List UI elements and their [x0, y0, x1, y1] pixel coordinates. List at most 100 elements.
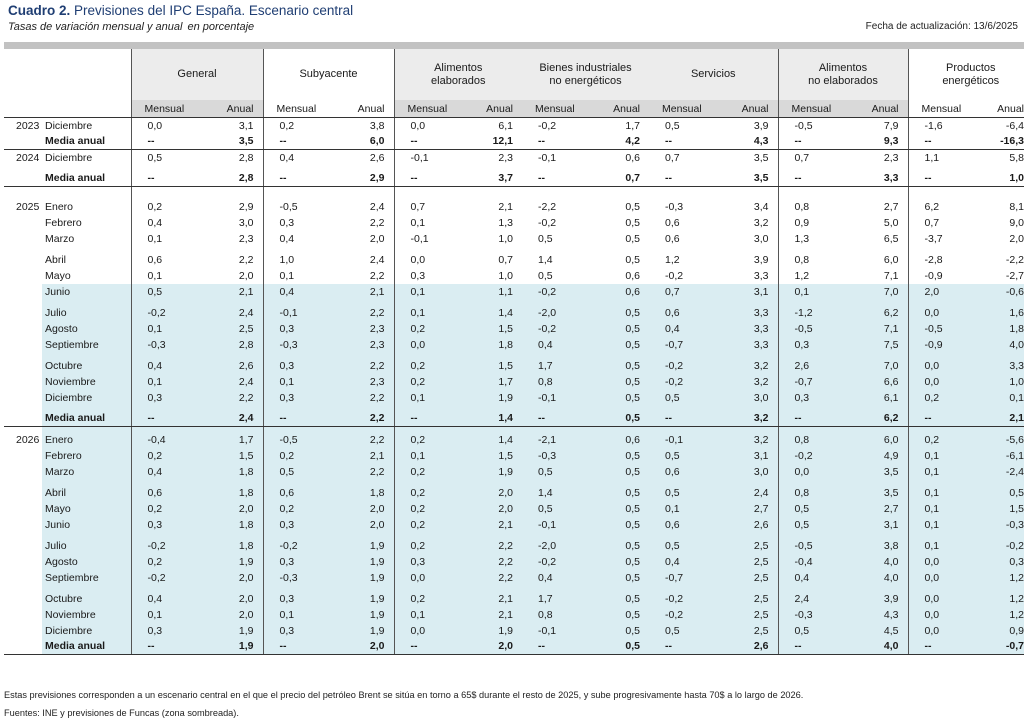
monthly-value-cell: --	[393, 410, 460, 427]
annual-value-cell: 2,0	[331, 638, 394, 655]
year-cell	[4, 484, 42, 501]
monthly-value-cell: 0,3	[393, 553, 460, 570]
year-cell	[4, 590, 42, 607]
annual-value-cell: 2,1	[498, 200, 513, 213]
annual-value-cell: 3,1	[238, 119, 254, 132]
monthly-value-cell: 0,1	[130, 320, 199, 337]
annual-value-cell: 0,3	[972, 553, 1024, 570]
annual-value-cell: 2,0	[460, 638, 522, 655]
year-cell	[4, 463, 42, 480]
annual-value-cell: 2,5	[716, 569, 778, 586]
monthly-value-cell: 0,8	[777, 431, 846, 448]
monthly-value-cell: 0,7	[777, 149, 846, 166]
period-cell: Marzo	[42, 463, 131, 480]
annual-value-cell: 2,2	[238, 253, 254, 266]
spacer-row	[4, 426, 1024, 432]
footnote: Estas previsiones corresponden a un esce…	[4, 690, 804, 700]
annual-value-cell: 3,3	[716, 336, 778, 353]
monthly-value-cell: 0,4	[649, 553, 716, 570]
table-row: Marzo 0,4 1,8 0,5 2,2 0,2 1,9 0,5 0,5 0,6 3,0 0,0 3,…	[4, 463, 1024, 480]
table-row: Agosto 0,2 1,9 0,3 1,9 0,3 2,2 -0,2 0,5 0,4 2,5 -0,…	[4, 553, 1024, 570]
year-cell	[4, 373, 42, 390]
group-header-line: Bienes industriales	[539, 61, 632, 74]
monthly-value-cell: 0,5	[538, 269, 553, 282]
annual-value-cell: 2,8	[199, 170, 263, 187]
annual-value-cell: -2,2	[1005, 253, 1024, 266]
annual-value-cell: 2,1	[972, 410, 1024, 427]
annual-value-cell: 2,0	[199, 569, 263, 586]
annual-value-cell: 6,5	[883, 232, 899, 245]
monthly-value-cell: 0,5	[262, 463, 331, 480]
monthly-value-cell: 0,9	[777, 214, 846, 231]
annual-value-cell: 1,8	[199, 484, 263, 501]
monthly-value-cell: --	[262, 638, 331, 655]
table-row: Media anual -- 2,8 -- 2,9 -- 3,7 -- 0,7 -- 3,5 -- 3,…	[4, 170, 1024, 187]
monthly-value-cell: 0,0	[393, 336, 460, 353]
sub-header-monthly: Mensual	[777, 100, 846, 118]
annual-value-cell: 0,5	[588, 320, 649, 337]
period-cell: Febrero	[45, 216, 82, 229]
monthly-value-cell: 0,6	[649, 516, 716, 533]
annual-value-cell: -0,7	[972, 638, 1024, 655]
annual-value-cell: 2,0	[460, 500, 522, 517]
annual-value-cell: 2,0	[369, 232, 385, 245]
year-cell: 2025	[16, 200, 40, 213]
annual-value-cell: 2,0	[199, 606, 263, 623]
monthly-value-cell: 0,4	[262, 149, 331, 166]
period-cell: Julio	[42, 537, 131, 554]
annual-value-cell: -0,2	[972, 537, 1024, 554]
monthly-value-cell: 0,2	[262, 500, 331, 517]
monthly-value-cell: 0,1	[393, 389, 460, 406]
annual-value-cell: 1,3	[498, 216, 513, 229]
monthly-value-cell: 1,4	[538, 253, 553, 266]
monthly-value-cell: -0,2	[130, 304, 199, 321]
monthly-value-cell: --	[262, 133, 331, 150]
annual-value-cell: 1,8	[199, 516, 263, 533]
monthly-value-cell: 0,6	[649, 463, 716, 480]
annual-value-cell: 0,5	[588, 410, 649, 427]
annual-value-cell: 1,6	[972, 304, 1024, 321]
table-row: Octubre 0,4 2,6 0,3 2,2 0,2 1,5 1,7 0,5 -0,2 3,2 2,…	[4, 357, 1024, 374]
monthly-value-cell: -0,2	[538, 119, 557, 132]
monthly-value-cell: 0,5	[538, 232, 553, 245]
annual-value-cell: 1,4	[460, 431, 522, 448]
annual-value-cell: 4,9	[846, 447, 908, 464]
monthly-value-cell: 0,0	[907, 373, 972, 390]
monthly-value-cell: 0,4	[262, 283, 331, 300]
sub-header-annual: Anual	[972, 100, 1024, 118]
annual-value-cell: 2,2	[331, 389, 394, 406]
annual-value-cell: 0,5	[588, 389, 649, 406]
monthly-value-cell: 0,1	[907, 447, 972, 464]
annual-value-cell: 1,9	[331, 590, 394, 607]
monthly-value-cell: 0,1	[393, 304, 460, 321]
year-cell	[4, 133, 42, 150]
monthly-value-cell: 0,3	[262, 357, 331, 374]
annual-value-cell: 7,5	[846, 336, 908, 353]
table-row: Mayo 0,2 2,0 0,2 2,0 0,2 2,0 0,5 0,5 0,1 2,7 0,5 2,7…	[4, 500, 1024, 517]
monthly-value-cell: 0,2	[907, 389, 972, 406]
monthly-value-cell: 1,4	[522, 484, 588, 501]
annual-value-cell: 1,4	[460, 304, 522, 321]
period-cell: Noviembre	[42, 606, 131, 623]
annual-value-cell: 2,2	[460, 537, 522, 554]
group-header-subyacente: Subyacente	[262, 49, 394, 100]
annual-value-cell: 0,5	[588, 357, 649, 374]
sub-header-monthly: Mensual	[649, 100, 716, 118]
annual-value-cell: 4,0	[846, 638, 908, 655]
monthly-value-cell: --	[649, 133, 716, 150]
annual-value-cell: 9,3	[846, 133, 908, 150]
monthly-value-cell: 0,1	[907, 516, 972, 533]
annual-value-cell: 0,7	[588, 170, 649, 187]
monthly-value-cell: 0,2	[393, 590, 460, 607]
monthly-value-cell: 0,1	[393, 447, 460, 464]
annual-value-cell: 0,5	[588, 569, 649, 586]
monthly-value-cell: 0,1	[907, 500, 972, 517]
table-row: Junio 0,5 2,1 0,4 2,1 0,1 1,1 -0,2 0,6 0,7 3,1 0,1 7…	[4, 283, 1024, 300]
annual-value-cell: 0,1	[972, 389, 1024, 406]
table-row: 2025 Enero 0,2 2,9 -0,5 2,4 0,7 2,1 -2,2 0,5 -0,3 3…	[4, 198, 1024, 215]
annual-value-cell: 1,9	[331, 569, 394, 586]
monthly-value-cell: -1,6	[907, 117, 972, 134]
monthly-value-cell: 0,3	[130, 516, 199, 533]
annual-value-cell: 1,9	[460, 622, 522, 639]
monthly-value-cell: -0,2	[130, 569, 199, 586]
